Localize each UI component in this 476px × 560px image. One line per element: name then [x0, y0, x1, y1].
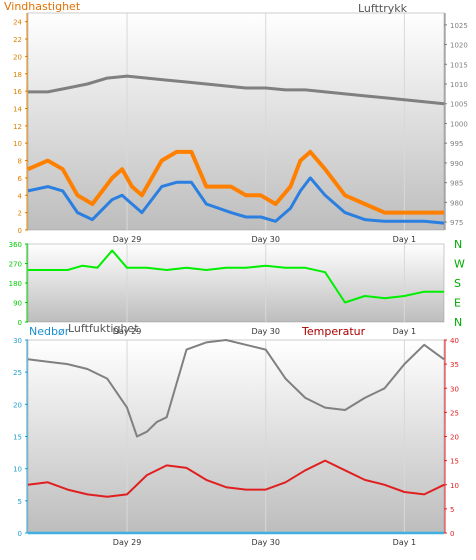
- right-tick-label: 1010: [450, 81, 468, 89]
- right-tick-label: 10: [450, 482, 459, 490]
- compass-label: E: [454, 297, 461, 310]
- left-tick-label: 180: [9, 280, 22, 288]
- left-tick-label: 14: [13, 105, 22, 113]
- left-tick-label: 90: [13, 300, 22, 308]
- left-tick-label: 16: [13, 88, 22, 96]
- x-tick-label: Day 30: [251, 538, 280, 547]
- left-tick-label: 18: [13, 71, 22, 79]
- direction-series-line: [28, 249, 444, 304]
- right-tick-label: 1015: [450, 61, 468, 69]
- left-tick-label: 270: [9, 261, 22, 269]
- right-tick-label: 15: [450, 458, 459, 466]
- left-tick-label: 0: [18, 319, 22, 327]
- precipitation-title: Nedbør: [29, 325, 70, 338]
- humidity-temp-panel-background: [27, 339, 445, 534]
- x-tick-label: Day 30: [251, 235, 280, 244]
- x-tick-label: Day 29: [113, 235, 142, 244]
- left-tick-label: 10: [13, 140, 22, 148]
- wind-speed-title: Vindhastighet: [4, 0, 81, 13]
- right-tick-label: 0: [450, 530, 454, 538]
- left-tick-label: 4: [18, 192, 23, 200]
- wind-series-line: [27, 176, 445, 225]
- left-tick-label: 25: [13, 369, 22, 377]
- right-tick-label: 30: [450, 385, 459, 393]
- humidity-series-line: [27, 339, 445, 438]
- right-tick-label: 980: [450, 199, 463, 207]
- right-tick-label: 35: [450, 361, 459, 369]
- compass-label: S: [454, 277, 461, 290]
- right-tick-label: 25: [450, 409, 459, 417]
- x-tick-label: Day 30: [251, 327, 280, 336]
- left-tick-label: 15: [13, 434, 22, 442]
- temperature-title: Temperatur: [301, 325, 366, 338]
- left-tick-label: 30: [13, 337, 22, 345]
- right-tick-label: 990: [450, 160, 463, 168]
- left-tick-label: 24: [13, 19, 22, 27]
- left-tick-label: 20: [13, 53, 22, 61]
- left-tick-label: 0: [18, 227, 22, 235]
- left-tick-label: 2: [18, 210, 22, 218]
- pressure-title: Lufttrykk: [358, 2, 408, 15]
- compass-label: W: [454, 258, 465, 271]
- left-tick-label: 10: [13, 466, 22, 474]
- x-tick-label: Day 1: [393, 327, 416, 336]
- right-tick-label: 40: [450, 337, 459, 345]
- left-tick-label: 0: [18, 530, 22, 538]
- left-tick-label: 360: [9, 241, 22, 249]
- left-tick-label: 22: [13, 36, 22, 44]
- left-tick-label: 6: [18, 175, 23, 183]
- right-tick-label: 20: [450, 434, 459, 442]
- left-tick-label: 12: [13, 123, 22, 131]
- x-tick-label: Day 1: [393, 235, 416, 244]
- temperature-series-line: [27, 459, 445, 498]
- pressure-series-line: [28, 74, 445, 106]
- right-tick-label: 995: [450, 140, 463, 148]
- right-tick-label: 1025: [450, 22, 468, 30]
- right-tick-label: 975: [450, 219, 463, 227]
- right-tick-label: 985: [450, 180, 463, 188]
- left-tick-label: 8: [18, 158, 22, 166]
- compass-label: N: [454, 238, 462, 251]
- left-tick-label: 5: [18, 498, 22, 506]
- right-tick-label: 5: [450, 506, 454, 514]
- right-tick-label: 1005: [450, 101, 468, 109]
- x-tick-label: Day 1: [393, 538, 416, 547]
- wind-direction-panel-background: [27, 243, 445, 323]
- wind-panel-background: [27, 12, 445, 231]
- left-tick-label: 20: [13, 401, 22, 409]
- x-tick-label: Day 29: [113, 327, 142, 336]
- x-tick-label: Day 29: [113, 538, 142, 547]
- right-tick-label: 1000: [450, 120, 468, 128]
- humidity-title: Luftfuktighet: [68, 322, 139, 335]
- gust-series-line: [27, 149, 444, 215]
- compass-label: N: [454, 316, 462, 329]
- right-tick-label: 1020: [450, 42, 468, 50]
